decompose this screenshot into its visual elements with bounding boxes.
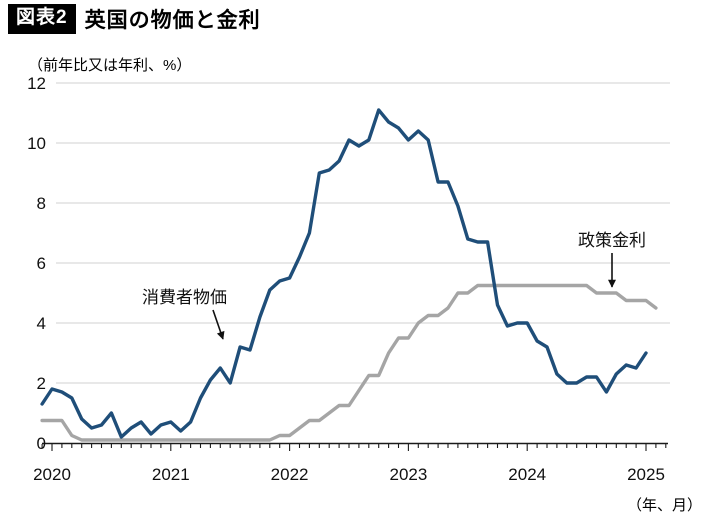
cpi-line bbox=[40, 108, 648, 439]
x-axis-year-label: 2020 bbox=[33, 465, 71, 484]
figure-number-badge: 図表2 bbox=[8, 4, 76, 34]
y-axis-tick-label: 12 bbox=[27, 74, 46, 93]
axis-labels: 2020 2021 2022 2023 2024 2025 0 2 4 6 8 10 12 bbox=[27, 74, 665, 484]
policy-rate-line bbox=[40, 283, 658, 442]
x-axis bbox=[41, 442, 668, 451]
x-axis-year-label: 2021 bbox=[152, 465, 190, 484]
cpi-annotation-arrow bbox=[212, 309, 225, 340]
y-axis-unit-label: （前年比又は年利、%） bbox=[28, 57, 192, 74]
policy-annotation-label: 政策金利 bbox=[578, 231, 646, 250]
annotations: 消費者物価 政策金利 bbox=[142, 231, 646, 340]
x-axis-year-label: 2024 bbox=[508, 465, 546, 484]
y-axis-tick-label: 6 bbox=[37, 254, 46, 273]
data-series bbox=[40, 108, 658, 442]
y-axis-tick-label: 2 bbox=[37, 374, 46, 393]
x-axis-year-label: 2022 bbox=[271, 465, 309, 484]
x-axis-unit-label: （年、月） bbox=[626, 497, 702, 514]
x-axis-year-label: 2025 bbox=[627, 465, 665, 484]
y-axis-tick-label: 8 bbox=[37, 194, 46, 213]
y-axis-tick-label: 0 bbox=[37, 434, 46, 453]
cpi-annotation-label: 消費者物価 bbox=[142, 288, 227, 307]
y-axis-tick-label: 10 bbox=[27, 134, 46, 153]
chart-title: 英国の物価と金利 bbox=[84, 9, 261, 32]
x-axis-year-label: 2023 bbox=[389, 465, 427, 484]
chart-header: 図表2 英国の物価と金利 bbox=[8, 4, 261, 34]
y-axis-tick-label: 4 bbox=[37, 314, 46, 333]
